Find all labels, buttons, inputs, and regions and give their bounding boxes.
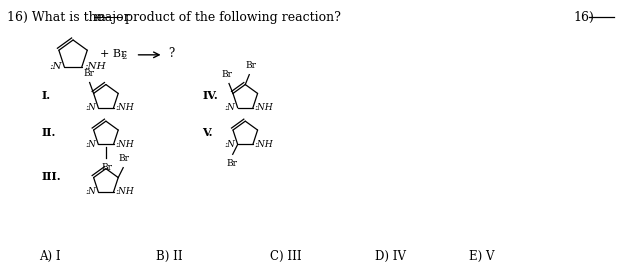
Text: :N: :N (225, 140, 235, 149)
Text: :NH: :NH (255, 103, 274, 112)
Text: :NH: :NH (116, 140, 134, 149)
Text: D) IV: D) IV (375, 250, 405, 263)
Text: 2: 2 (122, 53, 127, 61)
Text: :N: :N (85, 140, 96, 149)
Text: :N: :N (225, 103, 235, 112)
Text: + Br: + Br (99, 49, 126, 59)
Text: C) III: C) III (270, 250, 302, 263)
Text: :N: :N (85, 187, 96, 196)
Text: 16): 16) (574, 11, 595, 24)
Text: :NH: :NH (84, 62, 106, 71)
Text: major: major (94, 11, 130, 24)
Text: III.: III. (41, 171, 61, 182)
Text: :NH: :NH (116, 187, 134, 196)
Text: Br: Br (101, 163, 112, 172)
Text: Br: Br (246, 61, 256, 70)
Text: :NH: :NH (255, 140, 274, 149)
Text: :NH: :NH (116, 103, 134, 112)
Text: ?: ? (169, 47, 175, 60)
Text: II.: II. (41, 126, 56, 138)
Text: product of the following reaction?: product of the following reaction? (121, 11, 341, 24)
Text: Br: Br (83, 69, 94, 78)
Text: I.: I. (41, 90, 50, 101)
Text: Br: Br (119, 154, 130, 163)
Text: Br: Br (226, 159, 237, 168)
Text: IV.: IV. (203, 90, 218, 101)
Text: :N: :N (49, 62, 62, 71)
Text: V.: V. (203, 126, 213, 138)
Text: E) V: E) V (469, 250, 495, 263)
Text: B) II: B) II (156, 250, 182, 263)
Text: A) I: A) I (39, 250, 61, 263)
Text: :N: :N (85, 103, 96, 112)
Text: Br: Br (221, 70, 232, 79)
Text: 16) What is the: 16) What is the (7, 11, 108, 24)
